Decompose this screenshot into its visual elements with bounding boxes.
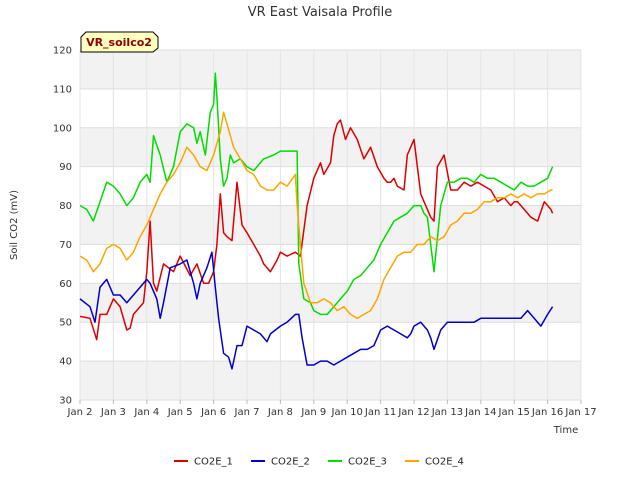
x-tick-label: Jan 16 xyxy=(531,407,563,418)
x-tick-label: Jan 4 xyxy=(133,407,159,418)
series-line-co2e_4 xyxy=(79,111,553,320)
plot-badge: VR_soilco2 xyxy=(80,31,159,53)
legend-label: CO2E_4 xyxy=(425,457,464,468)
chart-title: VR East Vaisala Profile xyxy=(248,5,393,20)
badge-label: VR_soilco2 xyxy=(86,36,152,49)
plot-band xyxy=(80,50,581,89)
series-line-co2e_2 xyxy=(79,251,554,370)
y-axis-ticks: 30 40 50 60 70 80 90 100 110 120 xyxy=(53,46,72,407)
x-tick-label: Jan 11 xyxy=(364,407,396,418)
badge-box xyxy=(80,31,159,53)
x-tick-label: Jan 15 xyxy=(498,407,530,418)
x-tick-label: Jan 14 xyxy=(464,407,496,418)
x-tick-label: Jan 8 xyxy=(267,407,293,418)
legend-item-co2e_2: CO2E_2 xyxy=(251,457,310,468)
y-tick-label: 110 xyxy=(53,84,72,95)
plot-band xyxy=(80,205,581,245)
plot-band xyxy=(80,361,581,400)
x-tick-label: Jan 6 xyxy=(200,407,226,418)
y-tick-label: 50 xyxy=(59,318,72,329)
legend-label: CO2E_3 xyxy=(348,457,387,468)
y-tick-label: 40 xyxy=(59,357,72,368)
x-axis-label: Time xyxy=(553,425,578,436)
x-tick-label: Jan 10 xyxy=(331,407,363,418)
legend-label: CO2E_1 xyxy=(194,457,233,468)
y-tick-label: 60 xyxy=(59,279,72,290)
x-tick-label: Jan 3 xyxy=(100,407,126,418)
legend-label: CO2E_2 xyxy=(271,457,310,468)
legend: CO2E_1 CO2E_2 CO2E_3 CO2E_4 xyxy=(174,457,464,468)
legend-item-co2e_1: CO2E_1 xyxy=(174,457,233,468)
x-tick-label: Jan 2 xyxy=(67,407,93,418)
y-tick-label: 70 xyxy=(59,240,72,251)
legend-item-co2e_3: CO2E_3 xyxy=(328,457,387,468)
x-tick-label: Jan 9 xyxy=(300,407,326,418)
y-tick-label: 80 xyxy=(59,201,72,212)
y-tick-label: 100 xyxy=(53,123,72,134)
y-axis-label: Soil CO2 (mV) xyxy=(9,190,20,260)
legend-item-co2e_4: CO2E_4 xyxy=(405,457,464,468)
x-tick-label: Jan 12 xyxy=(397,407,429,418)
series-lines xyxy=(79,72,554,370)
series-line-co2e_1 xyxy=(79,119,554,341)
x-axis-ticks: Jan 2 Jan 3 Jan 4 Jan 5 Jan 6 Jan 7 Jan 8 Jan 9… xyxy=(67,400,597,418)
x-tick-label: Jan 17 xyxy=(564,407,596,418)
y-tick-label: 120 xyxy=(53,46,72,57)
x-tick-label: Jan 5 xyxy=(167,407,193,418)
x-tick-label: Jan 7 xyxy=(234,407,260,418)
series-line-co2e_3 xyxy=(79,72,554,316)
x-tick-label: Jan 13 xyxy=(431,407,463,418)
y-tick-label: 90 xyxy=(59,162,72,173)
y-tick-label: 30 xyxy=(59,396,72,407)
